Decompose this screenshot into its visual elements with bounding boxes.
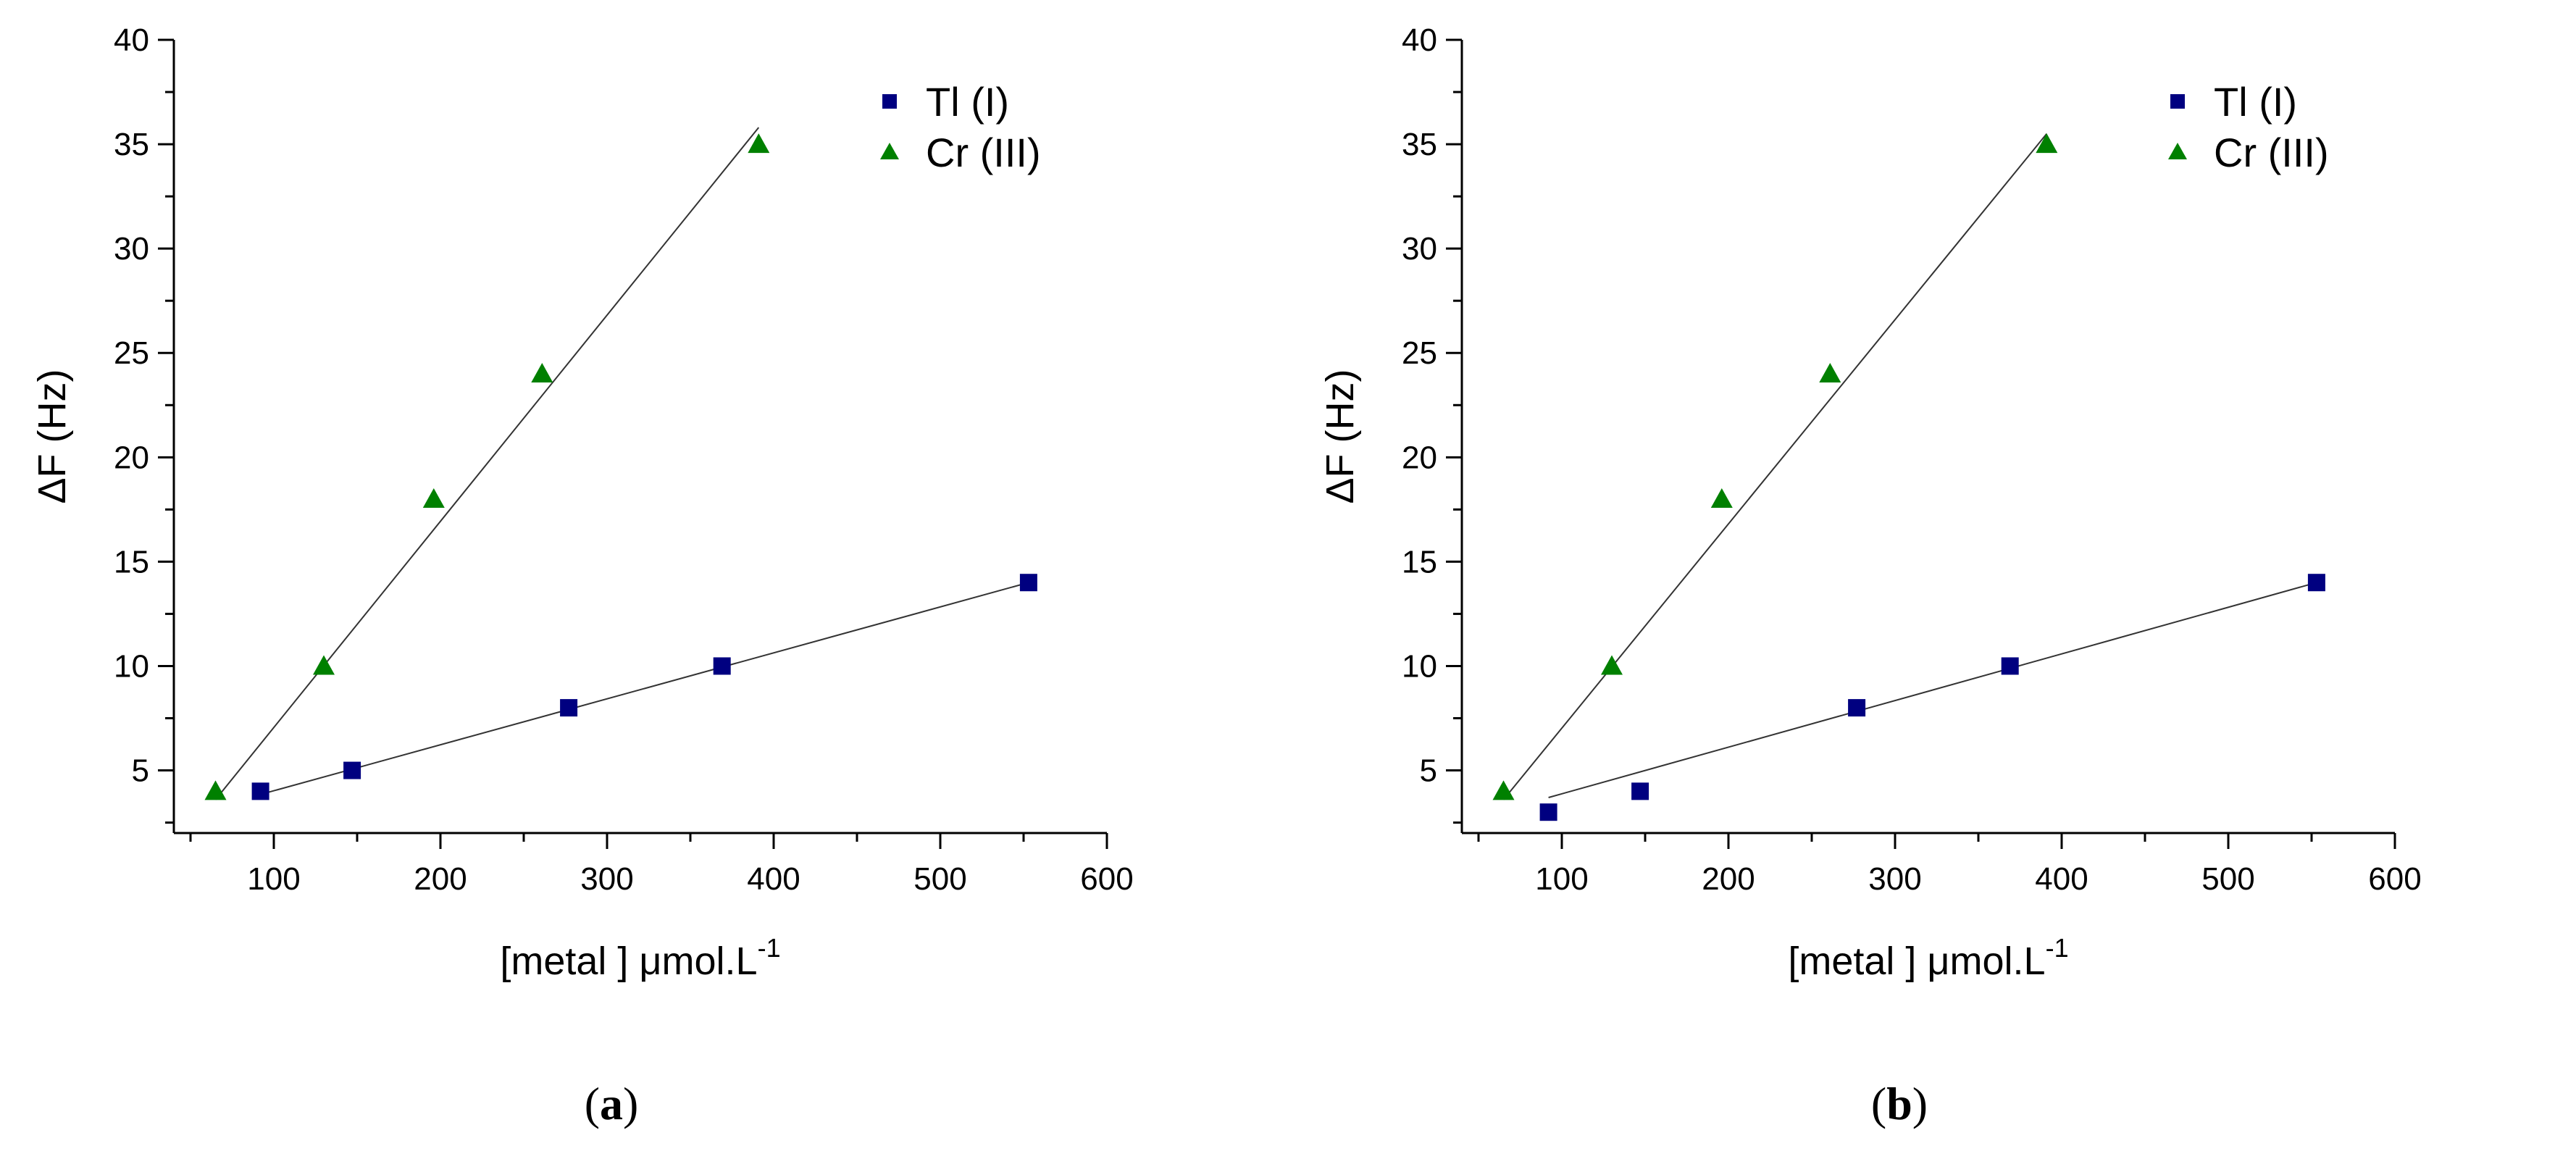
data-point-tl [1019,574,1037,592]
y-tick-label: 30 [1402,231,1437,267]
data-point-cr [1710,488,1733,508]
x-axis-title: [metal ] μmol.L-1 [1788,933,2068,983]
data-point-cr [1819,363,1841,383]
x-axis-title: [metal ] μmol.L-1 [500,933,780,983]
x-tick-label: 600 [1080,861,1133,897]
legend-marker-tl [2170,94,2185,109]
x-tick-label: 300 [580,861,633,897]
x-tick-label: 500 [913,861,966,897]
data-point-tl [1539,803,1557,821]
data-point-cr [531,363,553,383]
panel-label-open-paren: ( [1871,1078,1886,1129]
data-point-cr [422,488,445,508]
x-tick-label: 300 [1868,861,1921,897]
data-point-tl [1848,699,1866,717]
data-point-tl [251,782,269,800]
x-tick-label: 200 [1702,861,1755,897]
y-tick-label: 40 [114,22,149,58]
legend-marker-cr [880,143,899,159]
y-tick-label: 5 [132,753,149,789]
y-tick-label: 35 [114,127,149,162]
data-point-tl [343,761,361,779]
y-axis-title: ΔF (Hz) [30,369,74,503]
data-point-tl [713,657,731,675]
x-axis-title-main: [metal ] μmol.L [500,940,757,983]
legend-label-cr: Cr (III) [2214,130,2329,175]
y-tick-label: 25 [114,335,149,371]
x-axis-title-superscript: -1 [2046,933,2069,963]
legend-label-cr: Cr (III) [926,130,1041,175]
y-tick-label: 35 [1402,127,1437,162]
data-point-cr [204,780,227,800]
data-point-cr [2036,133,2058,154]
fit-line-tl [260,582,1029,795]
data-point-cr [313,655,335,675]
legend-label-tl: Tl (I) [2214,79,2297,125]
chart-panel-b: 100 200 300 400 500 600 5 10 15 20 25 30 35 40 ΔF (Hz)… [1318,22,2422,1129]
x-tick-label: 100 [1535,861,1588,897]
panel-label-close-paren: ) [1912,1078,1928,1129]
x-tick-label: 400 [2035,861,2088,897]
x-axis-title-superscript: -1 [758,933,781,963]
y-tick-label: 20 [1402,440,1437,475]
y-tick-label: 40 [1402,22,1437,58]
x-tick-label: 200 [414,861,467,897]
x-tick-label: 400 [747,861,800,897]
fit-line-cr [214,127,760,800]
y-tick-label: 30 [114,231,149,267]
x-tick-label: 100 [247,861,300,897]
fit-line-cr [1502,133,2048,800]
y-tick-label: 25 [1402,335,1437,371]
y-tick-label: 5 [1420,753,1437,789]
data-point-cr [1601,655,1623,675]
data-point-tl [560,699,578,717]
x-tick-label: 600 [2368,861,2421,897]
panel-label: (a) [585,1078,639,1129]
x-tick-label: 500 [2201,861,2254,897]
legend-label-tl: Tl (I) [926,79,1009,125]
y-tick-label: 10 [114,648,149,684]
data-point-tl [1631,782,1649,800]
legend-marker-tl [882,94,897,109]
y-tick-label: 20 [114,440,149,475]
y-tick-label: 15 [114,544,149,580]
fit-line-tl [1548,582,2317,798]
data-point-tl [2307,574,2325,592]
panel-label-letter: a [600,1078,623,1129]
chart-panel-a: 100 200 300 400 500 600 5 10 15 20 25 30 35 40 ΔF (Hz)… [30,22,1134,1129]
panel-label-open-paren: ( [585,1078,600,1129]
y-axis-title: ΔF (Hz) [1318,369,1362,503]
legend-marker-cr [2168,143,2187,159]
x-axis-title-main: [metal ] μmol.L [1788,940,2045,983]
panel-label-letter: b [1886,1078,1912,1129]
panel-label-close-paren: ) [623,1078,638,1129]
data-point-tl [2001,657,2019,675]
y-tick-label: 10 [1402,648,1437,684]
data-point-cr [748,133,770,154]
panel-label: (b) [1871,1078,1928,1129]
data-point-cr [1492,780,1515,800]
y-tick-label: 15 [1402,544,1437,580]
